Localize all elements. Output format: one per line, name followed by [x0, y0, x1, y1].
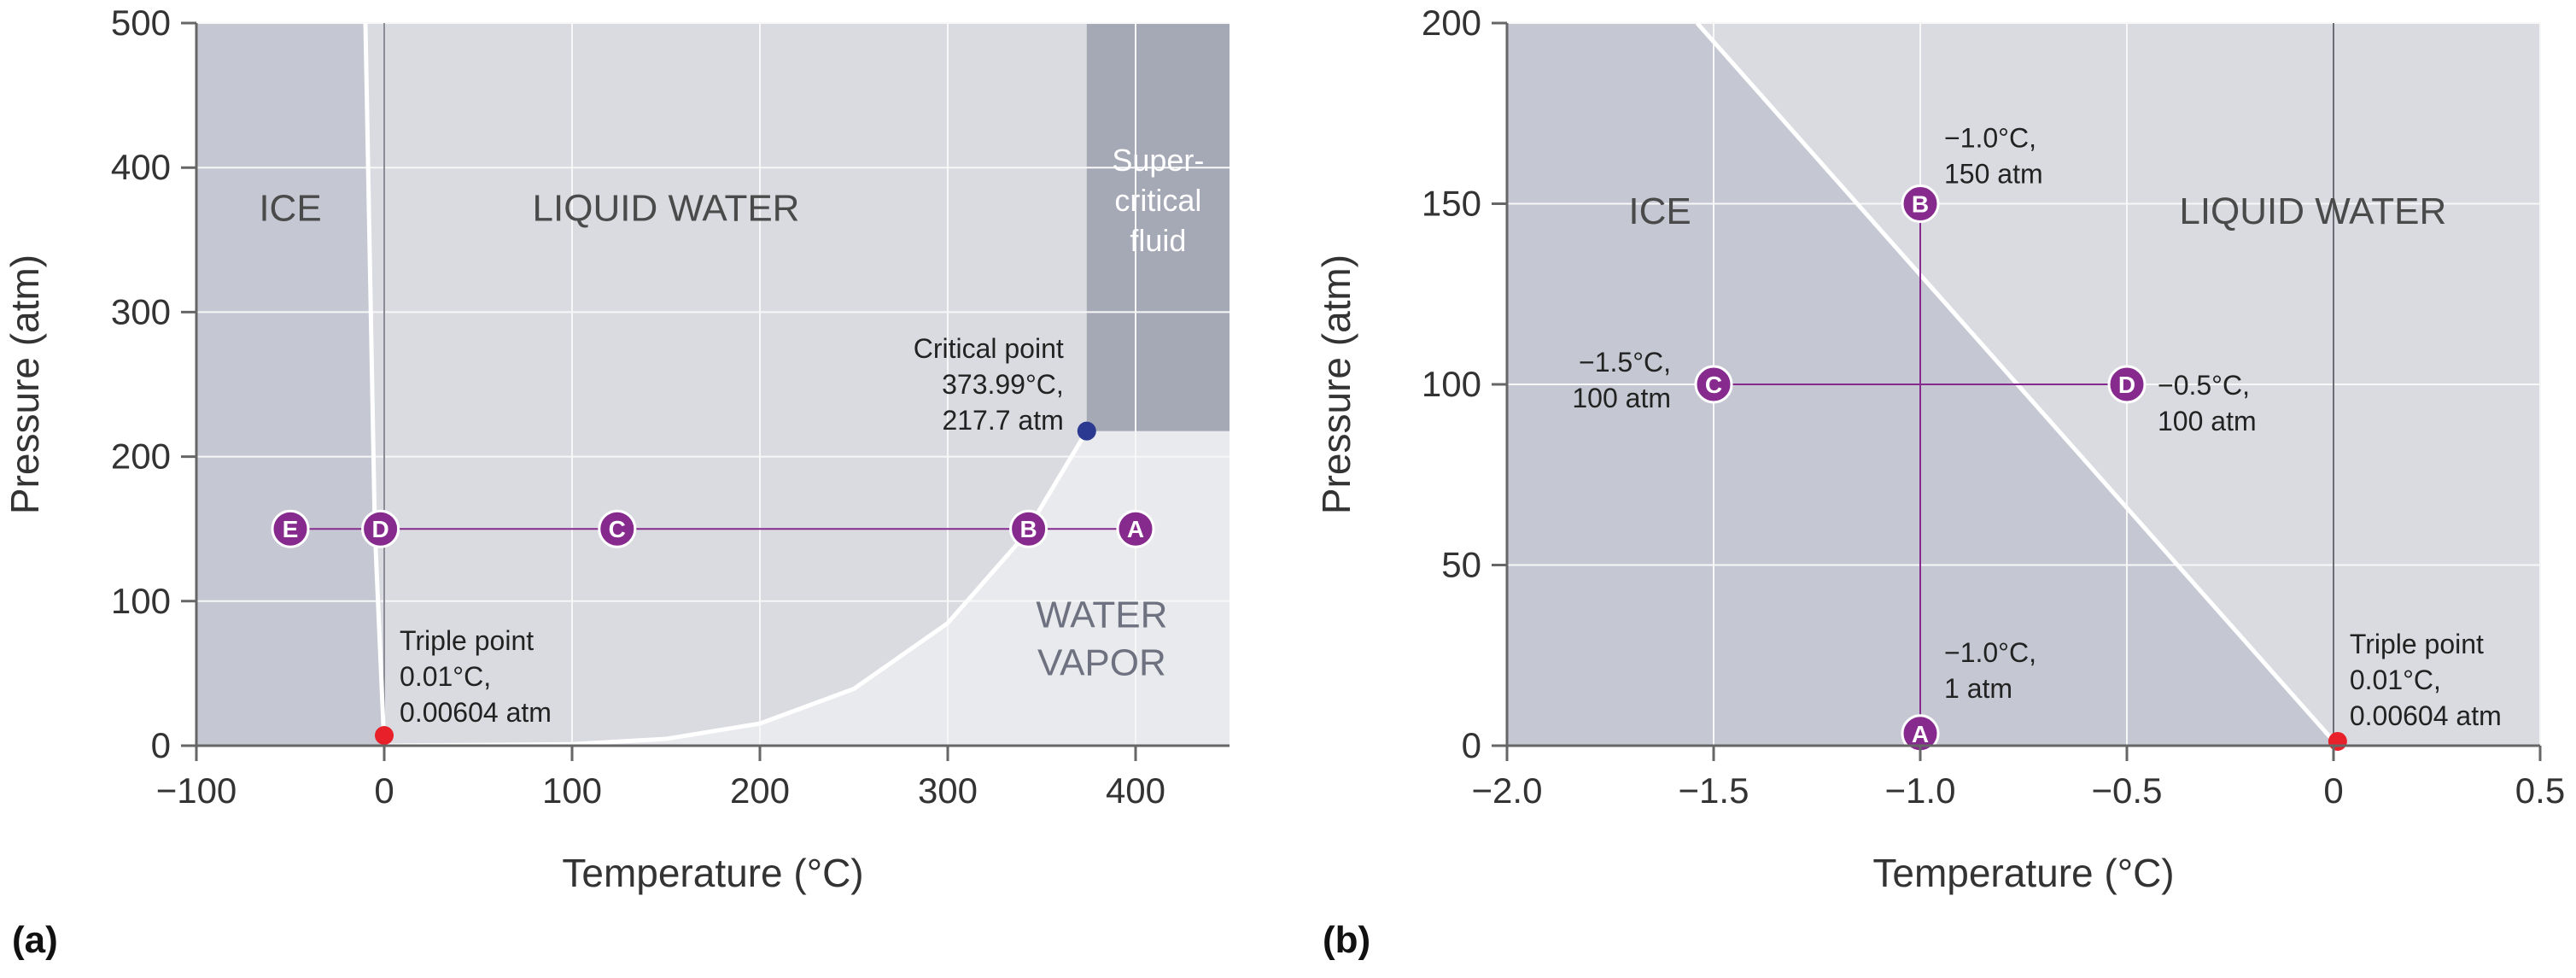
- b-point-c-marker-label: C: [1705, 372, 1722, 398]
- b-x-tick-label: 0: [2323, 770, 2343, 811]
- a-point-d-marker-label: D: [371, 516, 388, 542]
- a-panel-label: (a): [12, 919, 58, 961]
- a-point-a-marker: [1116, 509, 1155, 548]
- a-x-tick-label: −100: [156, 770, 237, 811]
- b-x-tick-label: 0.5: [2515, 770, 2565, 811]
- panel-b: ICE LIQUID WATER A −1.0°C, 1 atm B −1.0°C, 150 …: [1314, 3, 2565, 961]
- b-region-label: LIQUID WATER: [2179, 190, 2446, 232]
- a-y-axis-label: Pressure (atm): [3, 255, 47, 514]
- a-point-c-marker: [598, 509, 637, 548]
- a-y-tick-label: 100: [111, 581, 171, 621]
- b-point-b-label: −1.0°C, 150 atm: [1944, 123, 2043, 190]
- a-point-b-marker-label: B: [1019, 516, 1037, 542]
- b-point-a-label-line: −1.0°C,: [1944, 637, 2036, 668]
- b-y-tick-label: 0: [1462, 725, 1481, 765]
- b-point-d-label: −0.5°C, 100 atm: [2158, 370, 2257, 436]
- a-x-tick-label: 200: [730, 770, 790, 811]
- a-critical-point-label-line: 217.7 atm: [942, 405, 1063, 436]
- b-x-tick-label: −2.0: [1472, 770, 1543, 811]
- b-y-tick-label: 200: [1422, 3, 1481, 43]
- a-critical-point: [1077, 421, 1096, 441]
- a-y-tick-label: 0: [151, 725, 171, 765]
- a-x-tick-label: 300: [918, 770, 978, 811]
- a-vapor-label: WATER VAPOR: [1036, 594, 1167, 684]
- a-critical-point-label: Critical point 373.99°C, 217.7 atm: [914, 333, 1064, 436]
- a-point-c-marker-label: C: [609, 516, 626, 542]
- a-point-d-marker: [361, 509, 400, 548]
- a-critical-point-label-line: Critical point: [914, 333, 1064, 364]
- a-triple-point-label-line: Triple point: [400, 625, 534, 656]
- b-point-b-marker-label: B: [1912, 191, 1929, 218]
- a-point-b-marker: [1009, 509, 1049, 548]
- b-point-b-label-line: 150 atm: [1944, 159, 2043, 190]
- a-y-tick-label: 400: [111, 147, 171, 187]
- a-region-label: LIQUID WATER: [533, 188, 800, 230]
- a-point-e-marker-label: E: [283, 516, 299, 542]
- b-y-tick-label: 150: [1422, 184, 1481, 224]
- a-triple-point-label-line: 0.00604 atm: [400, 697, 552, 728]
- b-x-tick-label: −0.5: [2092, 770, 2163, 811]
- b-point-d-label-line: −0.5°C,: [2158, 370, 2250, 401]
- b-point-c-label: −1.5°C, 100 atm: [1572, 347, 1671, 413]
- b-y-axis-label: Pressure (atm): [1314, 255, 1358, 514]
- a-supercritical-label-line: critical: [1114, 183, 1201, 218]
- a-y-tick-label: 300: [111, 291, 171, 331]
- b-point-d-marker: [2107, 365, 2147, 404]
- a-supercritical-label: Super-critical fluid: [1112, 143, 1204, 258]
- b-x-tick-label: −1.5: [1679, 770, 1749, 811]
- a-triple-point-label: Triple point 0.01°C, 0.00604 atm: [400, 625, 552, 728]
- a-triple-point: [375, 725, 394, 745]
- a-supercritical-region: [1086, 23, 1230, 431]
- panel-a: ICE LIQUID WATER Super-critical fluid WATER V…: [3, 3, 1230, 961]
- a-point-e-marker: [271, 509, 310, 548]
- a-x-axis-label: Temperature (°C): [562, 851, 863, 895]
- b-y-tick-label: 100: [1422, 364, 1481, 404]
- b-point-c-label-line: −1.5°C,: [1579, 347, 1671, 378]
- a-liquid-vapor-boundary: [384, 430, 1089, 748]
- a-ice-region: [196, 23, 385, 746]
- b-point-d-label-line: 100 atm: [2158, 406, 2257, 436]
- b-point-b-marker: [1901, 184, 1940, 223]
- a-supercritical-label-line: Super-: [1112, 143, 1204, 178]
- b-x-tick-label: −1.0: [1885, 770, 1956, 811]
- a-supercritical-label-line: fluid: [1130, 223, 1186, 258]
- b-triple-point: [2328, 731, 2347, 751]
- b-y-tick-label: 50: [1441, 545, 1481, 585]
- b-point-d-marker-label: D: [2118, 372, 2135, 398]
- b-x-axis-label: Temperature (°C): [1872, 851, 2174, 895]
- b-point-c-label-line: 100 atm: [1572, 383, 1671, 413]
- a-y-tick-label: 200: [111, 436, 171, 477]
- b-triple-point-label-line: Triple point: [2350, 629, 2484, 659]
- a-vapor-label-line: VAPOR: [1037, 642, 1166, 684]
- b-triple-point-label-line: 0.00604 atm: [2350, 700, 2502, 731]
- b-triple-point-label-line: 0.01°C,: [2350, 665, 2441, 695]
- b-panel-label: (b): [1323, 919, 1370, 961]
- b-point-a-marker-label: A: [1912, 721, 1929, 747]
- b-region-label: ICE: [1628, 190, 1691, 232]
- b-point-c-marker: [1694, 365, 1733, 404]
- a-critical-point-label-line: 373.99°C,: [942, 369, 1064, 400]
- b-point-a-label-line: 1 atm: [1944, 673, 2012, 704]
- a-point-a-marker-label: A: [1127, 516, 1144, 542]
- a-vapor-region: [384, 430, 1230, 746]
- b-point-b-label-line: −1.0°C,: [1944, 123, 2036, 154]
- a-x-tick-label: 400: [1106, 770, 1165, 811]
- a-vapor-label-line: WATER: [1036, 594, 1167, 636]
- a-region-label: ICE: [259, 188, 321, 230]
- a-y-tick-label: 500: [111, 3, 171, 43]
- a-x-tick-label: 100: [542, 770, 602, 811]
- b-triple-point-label: Triple point 0.01°C, 0.00604 atm: [2350, 629, 2502, 731]
- b-point-a-label: −1.0°C, 1 atm: [1944, 637, 2036, 704]
- a-x-tick-label: 0: [374, 770, 394, 811]
- a-triple-point-label-line: 0.01°C,: [400, 661, 491, 692]
